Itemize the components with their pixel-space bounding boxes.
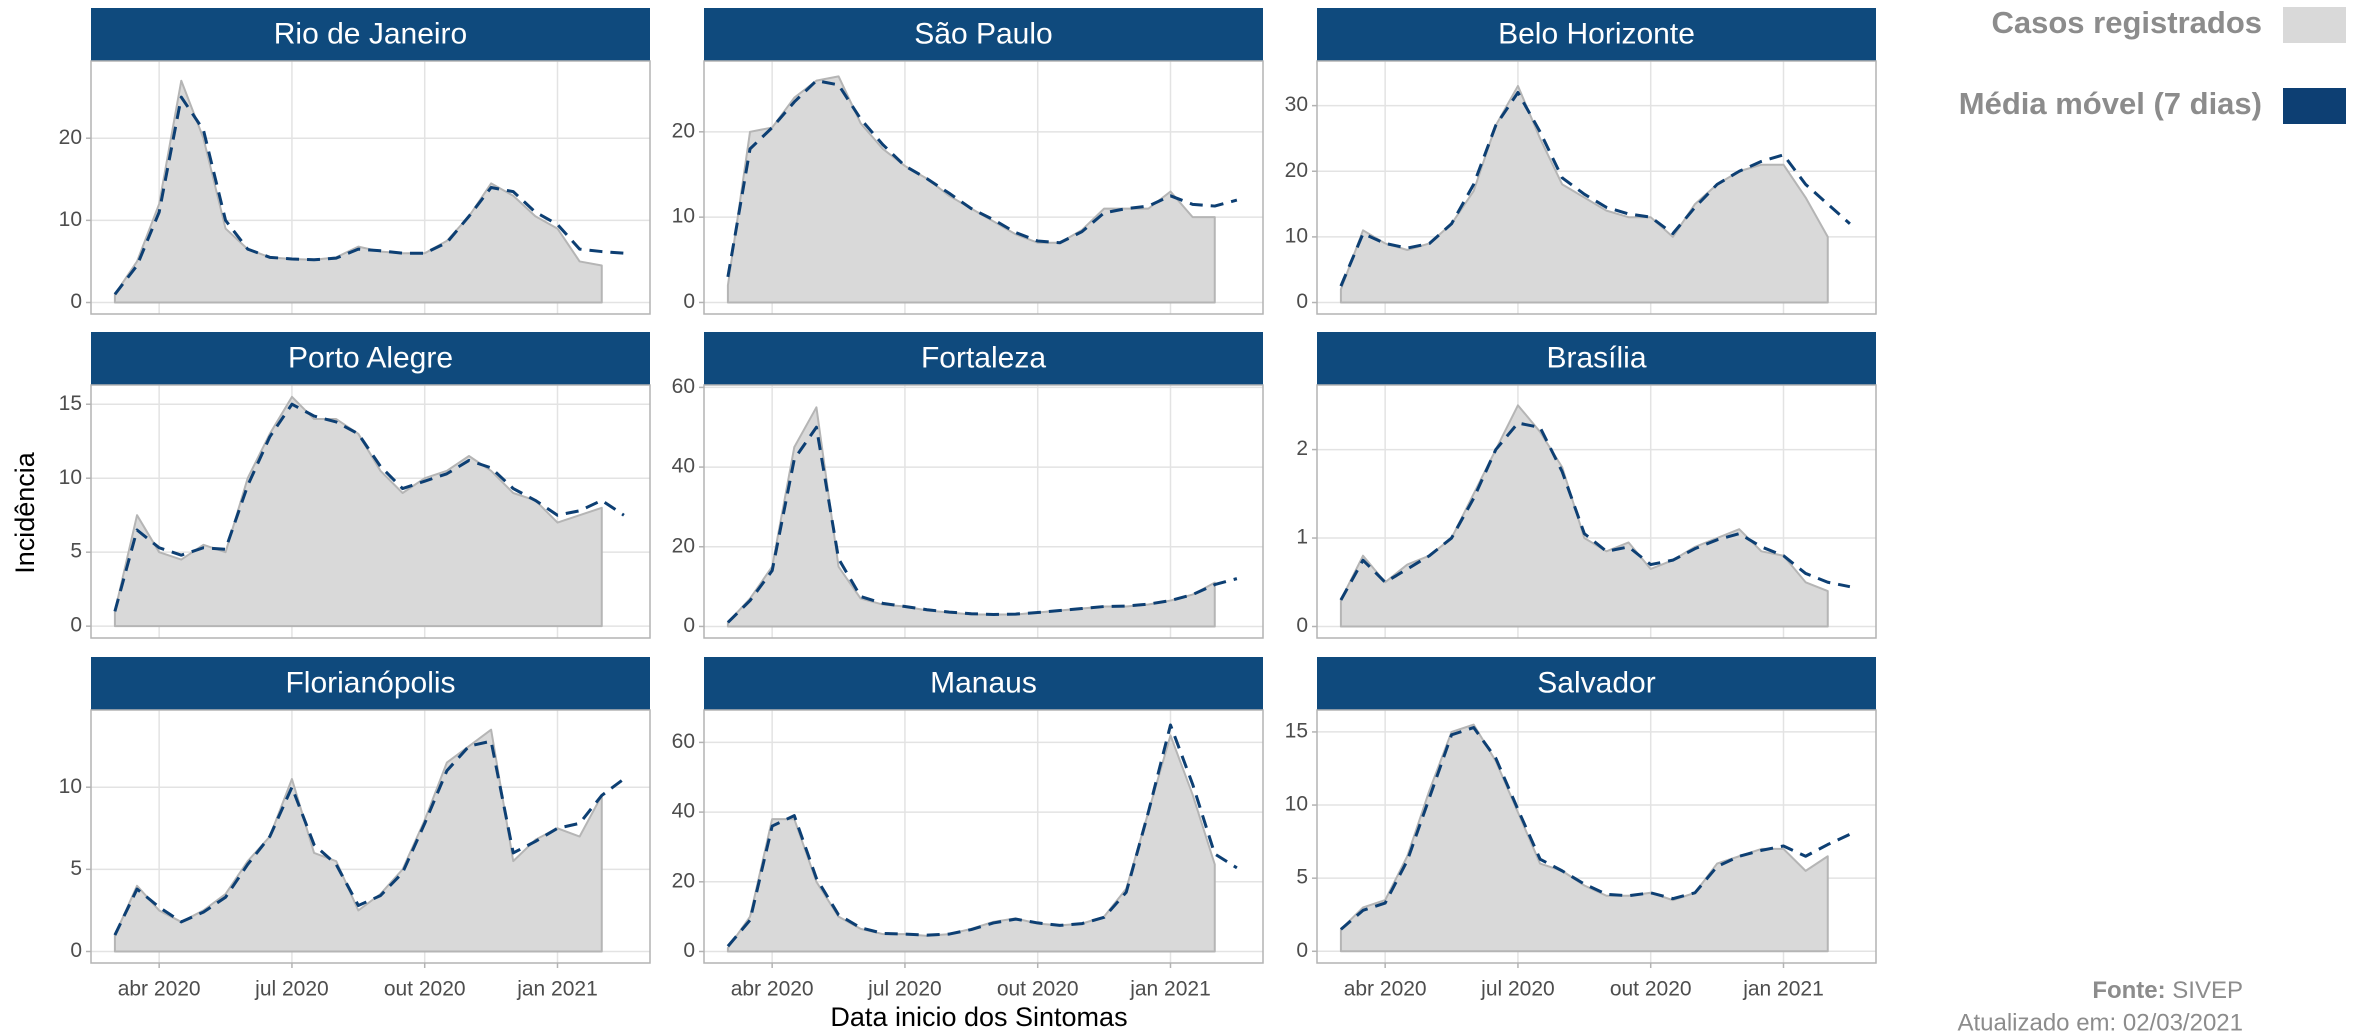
x-tick-label: out 2020 [384,978,466,1001]
y-tick-label: 0 [683,939,695,962]
y-tick-label: 10 [59,775,82,798]
y-tick-label: 10 [1285,793,1308,816]
legend-label: Média móvel (7 dias) [1959,86,2262,121]
y-tick-label: 0 [1296,614,1308,637]
y-tick-label: 10 [672,205,695,228]
panel-border [90,60,651,315]
y-tick-label: 20 [672,119,695,142]
panel-border [1316,60,1877,315]
panel-border [1316,709,1877,964]
line [113,402,625,612]
strip [91,332,650,385]
y-tick-label: 0 [70,290,82,313]
panel-border [703,709,1264,964]
line [113,739,625,936]
area [1339,84,1829,304]
y-tick-label: 60 [672,375,695,398]
y-tick-label: 40 [672,800,695,823]
area [726,406,1216,628]
area [113,395,603,628]
panel-title: Manaus [930,666,1037,699]
legend-label: Casos registrados [1992,5,2263,40]
x-tick-label: abr 2020 [1344,978,1427,1001]
line [1339,421,1851,601]
legend-key [2283,7,2346,43]
y-tick-label: 20 [672,534,695,557]
line [726,723,1238,948]
panel-title: Rio de Janeiro [274,17,467,50]
x-tick-label: jul 2020 [867,978,942,1001]
area [1339,404,1829,628]
y-tick-label: 5 [1296,866,1308,889]
line [1339,726,1851,931]
x-tick-label: jan 2021 [1129,978,1211,1001]
strip [704,332,1263,385]
panel-title: Brasília [1546,341,1646,374]
y-tick-label: 0 [683,290,695,313]
line [726,425,1238,624]
source-text: SIVEP [2172,977,2243,1004]
panel-border [703,60,1264,315]
panel-title: Belo Horizonte [1498,17,1695,50]
y-tick-label: 30 [1285,93,1308,116]
strip [1317,332,1876,385]
y-tick-label: 10 [59,208,82,231]
x-tick-label: out 2020 [997,978,1079,1001]
y-tick-label: 20 [1285,159,1308,182]
y-tick-label: 15 [59,392,82,415]
legend-key [2283,88,2346,124]
y-tick-label: 5 [70,540,82,563]
y-tick-label: 2 [1296,437,1308,460]
panel-title: Salvador [1537,666,1655,699]
x-tick-label: jan 2021 [1742,978,1824,1001]
y-tick-label: 20 [672,869,695,892]
x-tick-label: jul 2020 [1480,978,1555,1001]
y-tick-label: 0 [70,939,82,962]
y-tick-label: 1 [1296,526,1308,549]
strip [704,657,1263,710]
panel-title: Florianópolis [285,666,455,699]
y-tick-label: 20 [59,126,82,149]
y-tick-label: 60 [672,730,695,753]
y-axis-title: Incidência [10,451,40,574]
y-tick-label: 5 [70,857,82,880]
line [726,79,1238,278]
x-tick-label: out 2020 [1610,978,1692,1001]
panel-title: Porto Alegre [288,341,453,374]
source-label: Fonte: [2092,977,2165,1004]
panel-border [1316,384,1877,639]
panel-border [90,709,651,964]
x-axis-title: Data inicio dos Sintomas [830,1002,1127,1032]
panel-title: Fortaleza [921,341,1046,374]
line [113,95,624,296]
x-tick-label: abr 2020 [731,978,814,1001]
strip [1317,8,1876,61]
updated-note: Atualizado em: 02/03/2021 [1957,1009,2243,1035]
strip [91,657,650,710]
panel-title: São Paulo [914,17,1052,50]
x-tick-label: jan 2021 [516,978,598,1001]
panel-border [703,384,1264,639]
y-tick-label: 0 [70,614,82,637]
source: Fonte: SIVEP [2092,977,2243,1004]
strip [704,8,1263,61]
y-tick-label: 40 [672,455,695,478]
y-tick-label: 10 [1285,224,1308,247]
y-tick-label: 15 [1285,719,1308,742]
x-tick-label: abr 2020 [118,978,201,1001]
y-tick-label: 10 [59,466,82,489]
y-tick-label: 0 [1296,939,1308,962]
y-tick-label: 0 [683,614,695,637]
strip [1317,657,1876,710]
x-tick-label: jul 2020 [254,978,329,1001]
panel-border [90,384,651,639]
y-tick-label: 0 [1296,290,1308,313]
strip [91,8,650,61]
